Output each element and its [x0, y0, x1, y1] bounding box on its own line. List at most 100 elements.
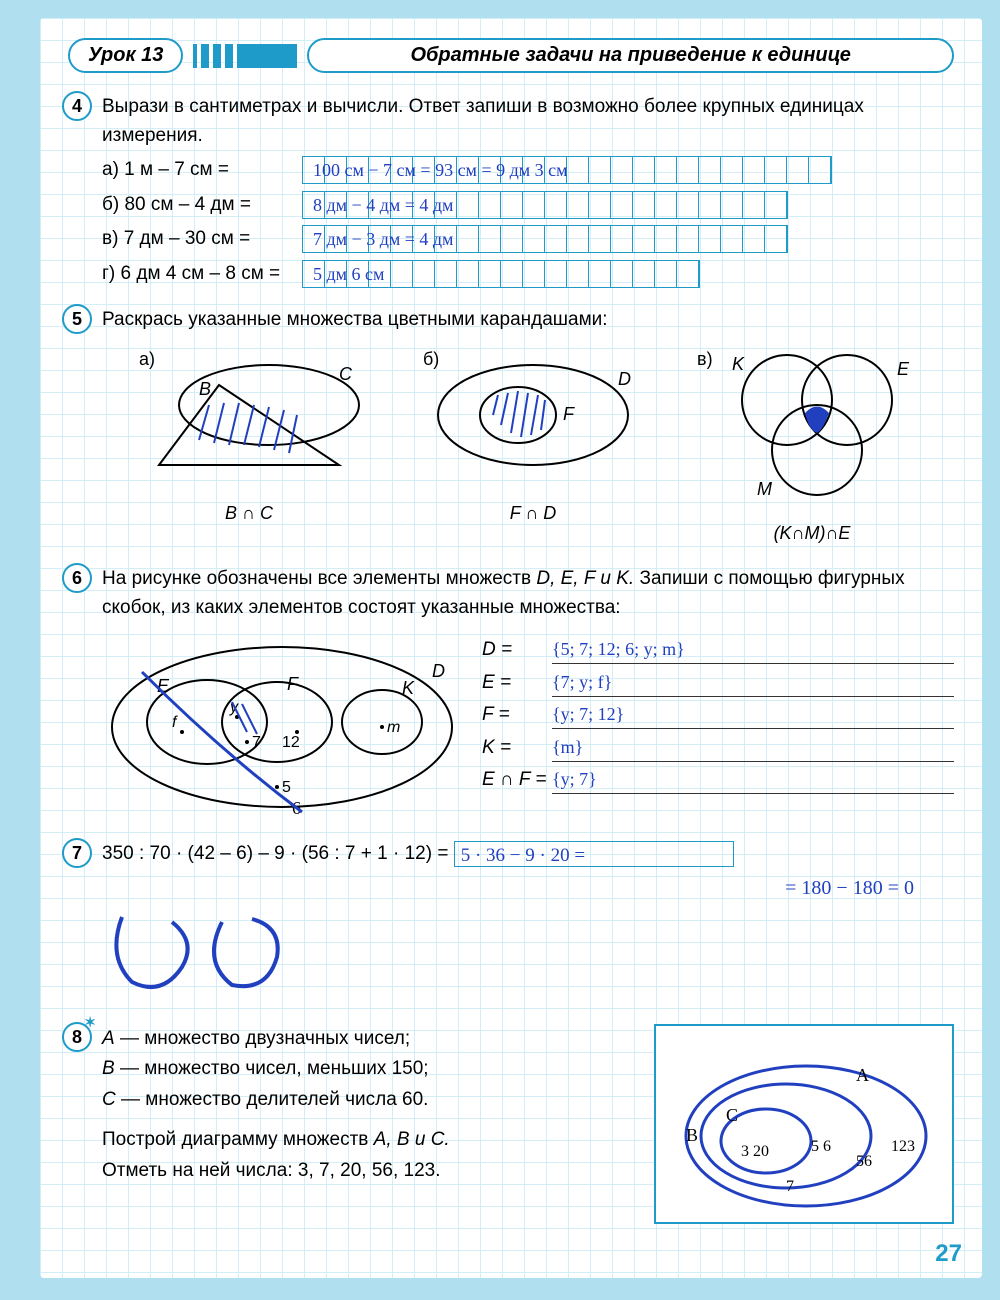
- handwritten-answer: 7 дм − 3 дм = 4 дм: [309, 226, 457, 253]
- task6-rhs: {y; 7; 12}: [552, 701, 954, 729]
- svg-text:M: M: [757, 479, 772, 499]
- task8-line-A: A — множество двузначных чисел;: [102, 1024, 634, 1054]
- task8-diagram-box: A B C 3 20 5 6 7 56 123: [654, 1024, 954, 1224]
- task6-rhs: {y; 7}: [552, 766, 954, 794]
- venn-b: б) D F F ∩ D: [423, 345, 643, 548]
- task8-line-B: B — множество чисел, меньших 150;: [102, 1054, 634, 1084]
- task6-answer-row: E ∩ F ={y; 7}: [482, 766, 954, 795]
- svg-text:B: B: [686, 1125, 698, 1145]
- task4-row-label: б) 80 см – 4 дм =: [102, 191, 302, 220]
- task6-sets: D, E, F и K.: [536, 568, 634, 589]
- task7-answer-box: 5 · 36 − 9 · 20 =: [454, 841, 734, 867]
- venn-a: а) B C B ∩ C: [129, 345, 369, 548]
- page-header: Урок 13 Обратные задачи на приведение к …: [68, 38, 954, 73]
- task6-lhs: E ∩ F =: [482, 766, 552, 795]
- task8-instr2: Отметь на ней числа: 3, 7, 20, 56, 123.: [102, 1156, 634, 1186]
- svg-text:5: 5: [282, 779, 291, 796]
- svg-text:K: K: [402, 678, 415, 698]
- task6-answer-row: D ={5; 7; 12; 6; y; m}: [482, 636, 954, 665]
- task6-answer-row: F ={y; 7; 12}: [482, 701, 954, 730]
- task6-answers: D ={5; 7; 12; 6; y; m}E ={7; y; f}F ={y;…: [482, 632, 954, 822]
- svg-text:K: K: [732, 354, 745, 374]
- task6-rhs: {5; 7; 12; 6; y; m}: [552, 636, 954, 664]
- task6-rhs: {m}: [552, 734, 954, 762]
- task6-rhs: {7; y; f}: [552, 669, 954, 697]
- task-8: 8✶ A — множество двузначных чисел; B — м…: [68, 1024, 954, 1224]
- page-number: 27: [935, 1240, 962, 1268]
- svg-text:а): а): [139, 349, 155, 369]
- venn-c-caption: (K∩M)∩E: [697, 520, 927, 547]
- task-6: 6 На рисунке обозначены все элементы мно…: [68, 565, 954, 822]
- task6-diagram: D E F K f y 7 12 m 5 6: [102, 632, 462, 822]
- svg-text:56: 56: [856, 1153, 872, 1170]
- task6-lhs: F =: [482, 701, 552, 730]
- svg-text:7: 7: [252, 734, 261, 751]
- task7-expression: 350 : 70 · (42 – 6) – 9 · (56 : 7 + 1 · …: [102, 843, 454, 864]
- task-number: 6: [62, 563, 92, 593]
- task8-instr1: Построй диаграмму множеств: [102, 1129, 374, 1150]
- task4-row: б) 80 см – 4 дм = 8 дм − 4 дм = 4 дм: [102, 191, 954, 220]
- handwritten-answer: 8 дм − 4 дм = 4 дм: [309, 192, 457, 219]
- svg-text:E: E: [897, 359, 910, 379]
- header-stripes: [193, 44, 297, 68]
- svg-text:123: 123: [891, 1138, 915, 1155]
- svg-text:D: D: [432, 661, 445, 681]
- task-number: 7: [62, 838, 92, 868]
- task4-row-label: г) 6 дм 4 см – 8 см =: [102, 260, 302, 289]
- task6-answer-row: E ={7; y; f}: [482, 669, 954, 698]
- task8-line-C: C — множество делителей числа 60.: [102, 1085, 634, 1115]
- handwritten-answer: 5 дм 6 см: [309, 261, 388, 288]
- answer-grid: 100 см − 7 см = 93 см = 9 дм 3 см: [302, 156, 832, 184]
- task6-lhs: D =: [482, 636, 552, 665]
- task6-lhs: K =: [482, 734, 552, 763]
- venn-a-caption: B ∩ C: [129, 500, 369, 527]
- task-7: 7 350 : 70 · (42 – 6) – 9 · (56 : 7 + 1 …: [68, 840, 954, 1006]
- svg-text:F: F: [563, 404, 575, 424]
- venn-c: в) K E M (K∩M)∩E: [697, 345, 927, 548]
- task6-answer-row: K ={m}: [482, 734, 954, 763]
- svg-text:7: 7: [786, 1178, 794, 1195]
- answer-grid: 5 дм 6 см: [302, 260, 700, 288]
- task-4: 4 Вырази в сантиметрах и вычисли. Ответ …: [68, 93, 954, 288]
- task4-row: а) 1 м – 7 см =100 см − 7 см = 93 см = 9…: [102, 156, 954, 185]
- svg-text:m: m: [387, 719, 400, 736]
- workbook-page: Урок 13 Обратные задачи на приведение к …: [40, 18, 982, 1278]
- venn-c-svg: в) K E M: [697, 345, 927, 505]
- task-number: 4: [62, 91, 92, 121]
- task-number: 8✶: [62, 1022, 92, 1052]
- venn-b-svg: б) D F: [423, 345, 643, 485]
- answer-grid: 8 дм − 4 дм = 4 дм: [302, 191, 788, 219]
- star-icon: ✶: [84, 1014, 96, 1031]
- task4-row-label: в) 7 дм – 30 см =: [102, 225, 302, 254]
- svg-text:C: C: [726, 1105, 738, 1125]
- svg-text:C: C: [339, 364, 353, 384]
- task-number: 5: [62, 304, 92, 334]
- venn-a-svg: а) B C: [129, 345, 369, 485]
- svg-text:F: F: [287, 674, 299, 694]
- handwritten-answer: 100 см − 7 см = 93 см = 9 дм 3 см: [309, 157, 572, 184]
- svg-text:в): в): [697, 349, 713, 369]
- task4-prompt: Вырази в сантиметрах и вычисли. Ответ за…: [102, 93, 954, 150]
- lesson-pill: Урок 13: [68, 38, 183, 73]
- answer-grid: 7 дм − 3 дм = 4 дм: [302, 225, 788, 253]
- task4-row: г) 6 дм 4 см – 8 см = 5 дм 6 см: [102, 260, 954, 289]
- task6-lhs: E =: [482, 669, 552, 698]
- task6-prompt-a: На рисунке обозначены все элементы множе…: [102, 568, 536, 589]
- svg-text:f: f: [172, 714, 178, 731]
- task8-drawn-venn: A B C 3 20 5 6 7 56 123: [656, 1026, 956, 1226]
- task4-row: в) 7 дм – 30 см = 7 дм − 3 дм = 4 дм: [102, 225, 954, 254]
- task7-scribble: [102, 907, 302, 997]
- svg-text:B: B: [199, 379, 211, 399]
- svg-text:12: 12: [282, 734, 300, 751]
- task8-instr1-sets: A, B и C.: [374, 1129, 450, 1150]
- task7-answer-line2: = 180 − 180 = 0: [102, 873, 914, 903]
- lesson-title: Обратные задачи на приведение к единице: [307, 38, 954, 73]
- venn-b-caption: F ∩ D: [423, 500, 643, 527]
- svg-text:3 20: 3 20: [741, 1143, 769, 1160]
- svg-text:б): б): [423, 349, 439, 369]
- svg-text:A: A: [856, 1065, 869, 1085]
- svg-text:5 6: 5 6: [811, 1138, 831, 1155]
- task5-prompt: Раскрась указанные множества цветными ка…: [102, 306, 954, 335]
- task-5: 5 Раскрась указанные множества цветными …: [68, 306, 954, 547]
- svg-text:D: D: [618, 369, 631, 389]
